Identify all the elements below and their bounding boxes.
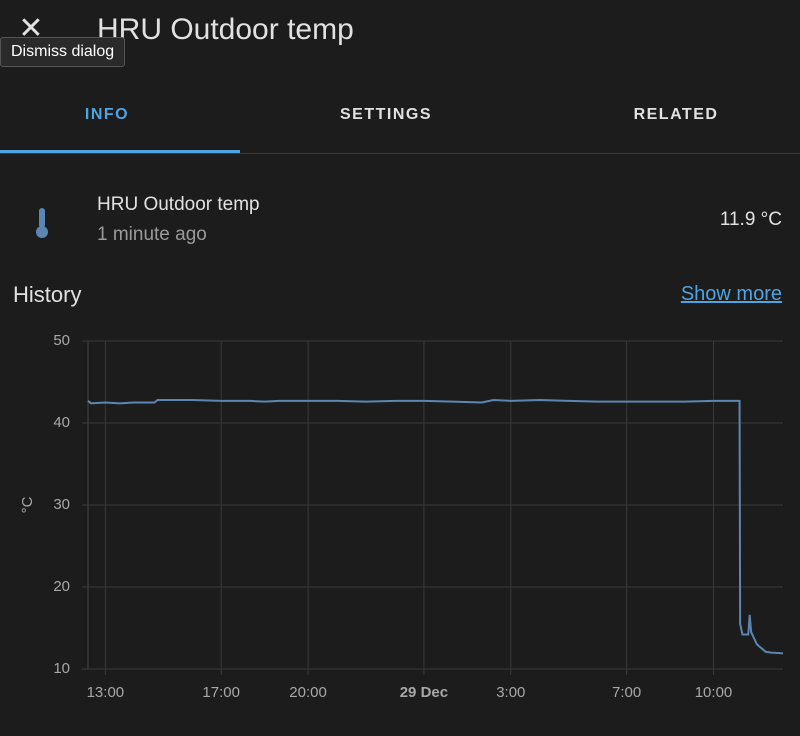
tab[interactable]: RELATED [633, 106, 719, 123]
x-tick-label: 20:00 [289, 684, 327, 701]
show-more-link[interactable]: Show more [680, 283, 782, 305]
x-tick-label: 3:00 [496, 684, 525, 701]
y-tick-label: 50 [53, 332, 70, 349]
entity-updated: 1 minute ago [97, 224, 207, 245]
tab[interactable]: SETTINGS [339, 106, 433, 123]
x-tick-label: 10:00 [695, 684, 733, 701]
y-tick-label: 20 [53, 578, 70, 595]
y-tick-label: 30 [53, 496, 70, 513]
history-chart: 10 20 30 40 50 13:00 17:00 20:00 29 Dec 3:00 7:00 1… [19, 332, 784, 701]
x-tick-label: 29 Dec [400, 684, 448, 701]
data-line [87, 399, 784, 655]
dialog-title: HRU Outdoor temp [97, 13, 354, 46]
tooltip: Dismiss dialog [0, 37, 126, 67]
y-tick-label: 40 [53, 414, 70, 431]
tab[interactable]: INFO [84, 106, 130, 123]
x-tick-label: 13:00 [87, 684, 125, 701]
divider [0, 153, 800, 154]
entity-name: HRU Outdoor temp [97, 194, 260, 215]
thermometer-icon [36, 208, 48, 238]
y-tick-label: 10 [53, 660, 70, 677]
x-tick-label: 7:00 [612, 684, 641, 701]
section-title: History [13, 282, 82, 307]
y-axis-label: °C [19, 496, 36, 513]
tab-indicator [0, 150, 240, 153]
x-tick-label: 17:00 [202, 684, 240, 701]
entity-state: 11.9 °C [719, 209, 782, 230]
